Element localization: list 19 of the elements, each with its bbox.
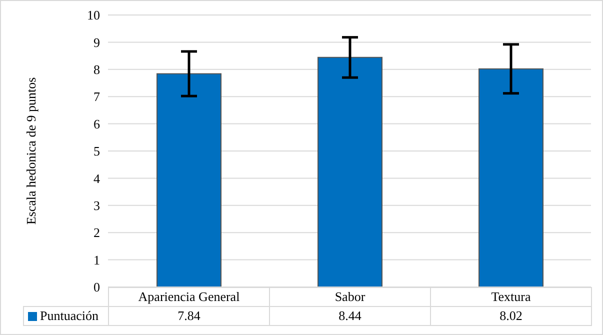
data-label: 8.02 <box>430 306 592 326</box>
y-tick-label: 1 <box>94 252 100 268</box>
y-tick-label: 2 <box>94 225 100 240</box>
data-label: 8.44 <box>269 306 431 326</box>
y-tick-label: 7 <box>94 89 100 104</box>
y-tick-label: 5 <box>94 144 100 159</box>
y-tick-label: 10 <box>87 8 100 23</box>
y-axis-title: Escala hedonica de 9 puntos <box>24 77 39 225</box>
y-tick-label: 3 <box>94 198 100 214</box>
data-label: 7.84 <box>108 306 270 326</box>
y-tick-label: 9 <box>94 34 100 50</box>
y-tick-label: 8 <box>94 62 100 78</box>
x-tick-label: Sabor <box>269 287 431 307</box>
y-tick-label: 4 <box>94 170 100 186</box>
y-tick-label: 0 <box>94 280 100 295</box>
x-tick-label: Textura <box>430 287 592 307</box>
x-tick-label: Apariencia General <box>108 287 270 307</box>
legend-label: Puntuación <box>23 306 109 326</box>
y-tick-label: 6 <box>94 116 100 132</box>
